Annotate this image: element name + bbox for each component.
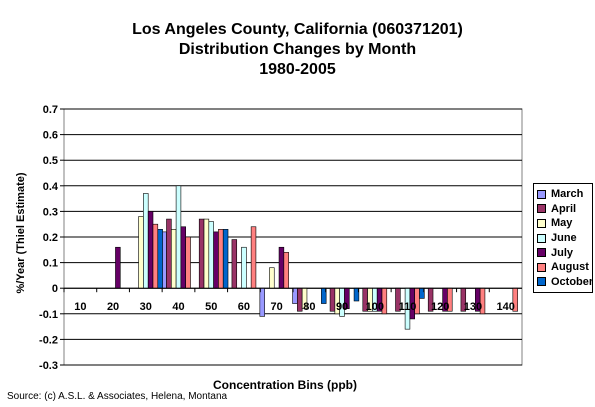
- bar-june-30: [143, 193, 149, 289]
- legend-item-august: August: [537, 260, 592, 275]
- legend: March April May June July August October: [533, 183, 593, 293]
- bar-may-70: [269, 267, 275, 289]
- bar-july-20: [115, 246, 121, 289]
- bar-july-50: [213, 231, 219, 289]
- source-note: Source: (c) A.S.L. & Associates, Helena,…: [7, 391, 228, 402]
- y-tick-label: 0.2: [43, 232, 58, 244]
- bar-july-70: [278, 246, 285, 289]
- legend-item-march: March: [537, 187, 592, 202]
- legend-label: October: [551, 275, 594, 288]
- legend-item-may: May: [537, 216, 592, 231]
- bar-october-30: [157, 229, 163, 289]
- x-tick-label: 70: [271, 301, 283, 313]
- bar-october-50: [222, 229, 229, 289]
- bar-may-50: [203, 218, 210, 289]
- y-tick-label: -0.1: [39, 309, 58, 321]
- x-tick-label: 110: [399, 301, 417, 313]
- legend-item-july: July: [537, 245, 592, 260]
- bar-may-30: [138, 216, 144, 289]
- x-tick-label: 80: [303, 301, 315, 313]
- x-tick-label: 30: [140, 301, 152, 313]
- legend-item-october: October: [537, 275, 594, 290]
- bar-june-40: [175, 185, 182, 289]
- y-tick-label: 0.4: [43, 181, 59, 193]
- legend-swatch: [537, 218, 546, 228]
- bar-august-70: [283, 252, 289, 289]
- bar-april-40: [166, 218, 172, 289]
- y-tick-label: 0.6: [43, 130, 58, 142]
- bar-march-70: [259, 287, 265, 317]
- bar-august-50: [218, 229, 224, 289]
- legend-swatch: [537, 189, 546, 199]
- bar-july-30: [147, 211, 154, 289]
- bar-april-80: [297, 287, 303, 312]
- legend-swatch: [537, 233, 546, 243]
- x-tick-label: 50: [205, 301, 217, 313]
- legend-label: March: [551, 188, 584, 201]
- legend-label: August: [551, 261, 589, 274]
- legend-item-april: April: [537, 202, 592, 217]
- x-axis-label: Concentration Bins (ppb): [213, 378, 357, 392]
- legend-label: May: [551, 217, 573, 230]
- y-tick-label: -0.2: [39, 334, 58, 346]
- bar-august-60: [250, 226, 257, 289]
- bar-april-60: [231, 239, 238, 289]
- chart-title-line-1: Los Angeles County, California (06037120…: [132, 21, 463, 38]
- x-tick-label: 100: [366, 301, 384, 313]
- y-tick-label: 0.1: [43, 258, 58, 270]
- bar-april-90: [329, 287, 336, 312]
- bar-july-40: [180, 226, 186, 289]
- y-tick-label: 0.5: [43, 155, 58, 167]
- legend-swatch: [537, 248, 546, 258]
- legend-item-june: June: [537, 231, 592, 246]
- x-tick-label: 60: [238, 301, 250, 313]
- x-tick-label: 120: [431, 301, 449, 313]
- x-tick-label: 10: [74, 301, 86, 313]
- legend-label: July: [551, 246, 574, 259]
- legend-label: April: [551, 202, 577, 215]
- x-tick-label: 40: [172, 301, 184, 313]
- x-tick-label: 20: [107, 301, 119, 313]
- y-axis-label: %/Year (Thiel Estimate): [15, 172, 27, 294]
- bar-april-50: [198, 218, 205, 289]
- y-tick-label: 0.7: [43, 104, 58, 116]
- chart-title: Los Angeles County, California (06037120…: [0, 20, 595, 80]
- bar-june-50: [208, 221, 214, 289]
- legend-swatch: [537, 262, 546, 272]
- legend-swatch: [537, 204, 546, 214]
- x-tick-label: 140: [496, 301, 514, 313]
- chart-title-line-2: Distribution Changes by Month: [178, 41, 417, 58]
- bar-may-40: [171, 229, 177, 289]
- bar-august-40: [185, 236, 191, 289]
- x-tick-label: 130: [464, 301, 482, 313]
- x-tick-label: 90: [336, 301, 348, 313]
- legend-swatch: [537, 277, 546, 287]
- y-tick-label: 0.3: [43, 206, 58, 218]
- legend-label: June: [551, 232, 577, 245]
- chart-title-line-3: 1980-2005: [259, 61, 336, 78]
- bar-august-30: [152, 223, 159, 289]
- bar-june-60: [241, 246, 247, 289]
- y-tick-label: -0.3: [39, 360, 58, 372]
- y-tick-label: 0: [52, 283, 58, 295]
